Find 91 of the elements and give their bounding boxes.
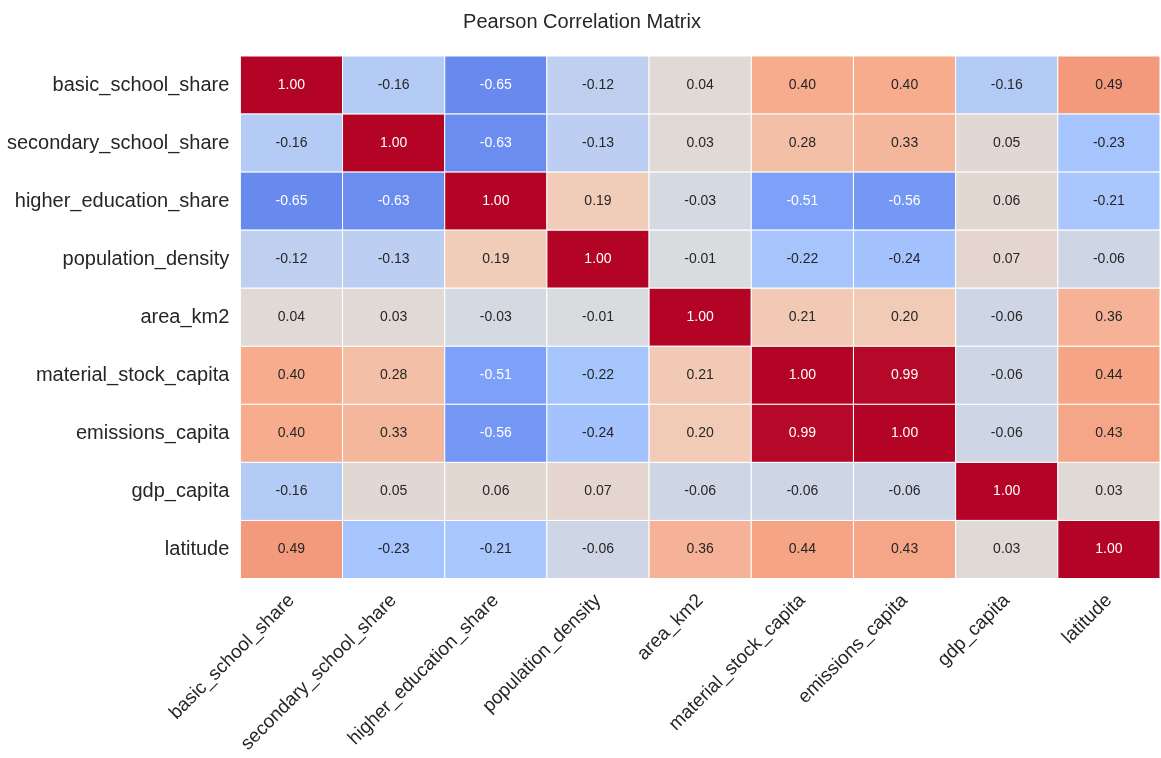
data-label: 0.36 [686,540,715,557]
data-label: 0.36 [1095,308,1123,325]
data-label: -0.06 [1092,250,1126,267]
y-tick-label: higher_education_share [14,188,230,212]
data-label: -0.22 [582,366,615,383]
data-label: -0.63 [479,133,512,150]
data-label: 0.20 [890,308,919,325]
data-label: 1.00 [686,308,715,325]
data-label: 0.43 [890,540,919,557]
data-label: 1.00 [584,250,612,267]
data-label: 0.05 [380,482,408,499]
data-label: 1.00 [890,424,919,441]
data-label: -0.06 [990,308,1023,325]
data-label: 0.40 [277,424,306,441]
y-tick-label: emissions_capita [75,420,231,444]
data-label: 0.33 [890,133,919,150]
y-tick-label: secondary_school_share [6,130,230,154]
data-label: -0.06 [888,482,921,499]
data-label: 0.21 [788,308,817,325]
data-label: -0.21 [479,540,512,557]
data-label: 0.33 [380,424,408,441]
data-label: 0.06 [482,482,510,499]
y-tick-label: latitude [164,536,230,559]
data-label: 0.20 [686,424,715,441]
data-label: -0.12 [582,75,615,92]
data-label: 0.04 [277,308,306,325]
data-label: 0.03 [1095,482,1123,499]
data-label: -0.01 [582,308,615,325]
data-label: -0.16 [990,75,1023,92]
data-label: 0.19 [584,192,612,208]
data-label: -0.22 [786,250,819,267]
chart-title: Pearson Correlation Matrix [463,9,701,32]
data-label: -0.06 [990,366,1023,383]
data-label: -0.56 [479,424,512,441]
data-label: -0.24 [888,250,921,267]
data-label: -0.63 [377,192,410,208]
data-label: 0.49 [1095,75,1123,92]
data-label: 0.03 [686,133,715,150]
y-tick-label: material_stock_capita [35,362,231,386]
data-label: -0.06 [786,482,819,499]
data-label: -0.16 [275,133,308,150]
data-label: -0.13 [377,250,410,267]
data-label: -0.51 [786,192,819,208]
data-label: 0.28 [380,366,408,383]
data-label: 0.05 [993,133,1021,150]
data-label: -0.16 [275,482,308,499]
data-label: 0.40 [788,75,817,92]
data-label: -0.56 [888,192,921,208]
data-label: -0.03 [684,192,717,208]
data-label: 0.49 [277,540,306,557]
data-label: -0.24 [582,424,615,441]
y-tick-label: gdp_capita [131,478,231,502]
data-label: -0.16 [377,75,410,92]
data-label: 0.99 [788,424,817,441]
data-label: 0.44 [788,540,817,557]
data-label: 0.03 [993,540,1021,557]
data-label: -0.23 [1092,133,1126,150]
data-label: 0.06 [993,192,1021,208]
data-label: -0.21 [1092,192,1126,208]
data-label: 1.00 [1095,540,1123,557]
y-tick-label: population_density [62,246,230,270]
data-label: 0.07 [993,250,1021,267]
data-label: 1.00 [788,366,817,383]
data-label: 0.07 [584,482,612,499]
data-label: -0.06 [582,540,615,557]
data-label: 0.99 [890,366,919,383]
data-label: 0.04 [686,75,715,92]
data-label: 0.03 [380,308,408,325]
data-label: 1.00 [482,192,510,208]
data-label: -0.06 [684,482,717,499]
data-label: 0.21 [686,366,715,383]
data-label: 0.40 [277,366,306,383]
data-label: 0.19 [482,250,510,267]
data-label: 0.43 [1095,424,1123,441]
data-label: 1.00 [993,482,1021,499]
data-label: -0.12 [275,250,308,267]
data-label: 0.44 [1095,366,1123,383]
data-label: -0.01 [684,250,717,267]
data-label: -0.13 [582,133,615,150]
data-label: -0.03 [479,308,512,325]
data-label: -0.23 [377,540,410,557]
data-label: 0.28 [788,133,817,150]
data-label: 1.00 [277,75,306,92]
data-label: 0.40 [890,75,919,92]
data-label: -0.65 [479,75,512,92]
data-label: 1.00 [380,133,408,150]
y-tick-label: basic_school_share [52,72,230,96]
data-label: -0.65 [275,192,308,208]
y-tick-label: area_km2 [140,304,230,328]
data-label: -0.51 [479,366,512,383]
data-label: -0.06 [990,424,1023,441]
